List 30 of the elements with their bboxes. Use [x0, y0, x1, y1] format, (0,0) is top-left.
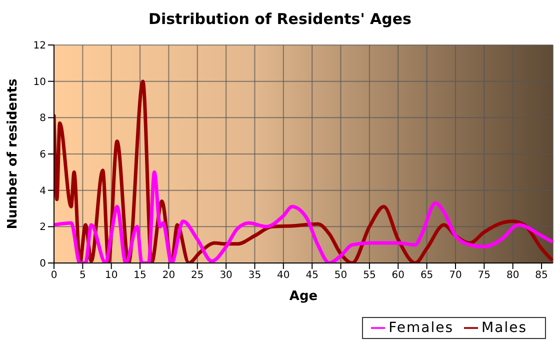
y-tick-label: 4	[40, 186, 46, 197]
y-axis-title: Number of residents	[6, 78, 21, 230]
x-tick-label: 0	[50, 270, 58, 282]
x-tick-label: 50	[334, 270, 348, 282]
chart-title: Distribution of Residents' Ages	[148, 10, 412, 28]
x-tick-label: 55	[363, 270, 376, 282]
x-tick-label: 45	[306, 270, 318, 282]
x-tick-label: 20	[162, 270, 176, 282]
x-tick-label: 30	[220, 270, 232, 282]
legend-label: Females	[388, 320, 454, 336]
x-tick-label: 35	[248, 270, 262, 282]
x-tick-label: 15	[134, 270, 146, 282]
x-tick-label: 65	[420, 270, 434, 282]
legend-label: Males	[482, 320, 527, 336]
y-tick-label: 8	[40, 113, 46, 124]
x-tick-label: 70	[449, 270, 462, 282]
x-axis-title: Age	[289, 289, 318, 304]
x-tick-label: 85	[535, 270, 548, 282]
y-tick-label: 0	[40, 258, 46, 270]
y-tick-label: 6	[40, 150, 46, 161]
x-tick-label: 5	[79, 270, 86, 282]
x-tick-label: 60	[392, 270, 405, 282]
x-tick-label: 10	[104, 270, 118, 282]
x-tick-label: 25	[191, 270, 204, 282]
x-tick-label: 40	[277, 270, 290, 282]
y-tick-label: 10	[33, 76, 46, 88]
x-tick-label: 80	[506, 270, 520, 282]
y-tick-label: 12	[33, 40, 46, 52]
y-tick-label: 2	[40, 222, 46, 234]
x-tick-label: 75	[478, 270, 491, 282]
